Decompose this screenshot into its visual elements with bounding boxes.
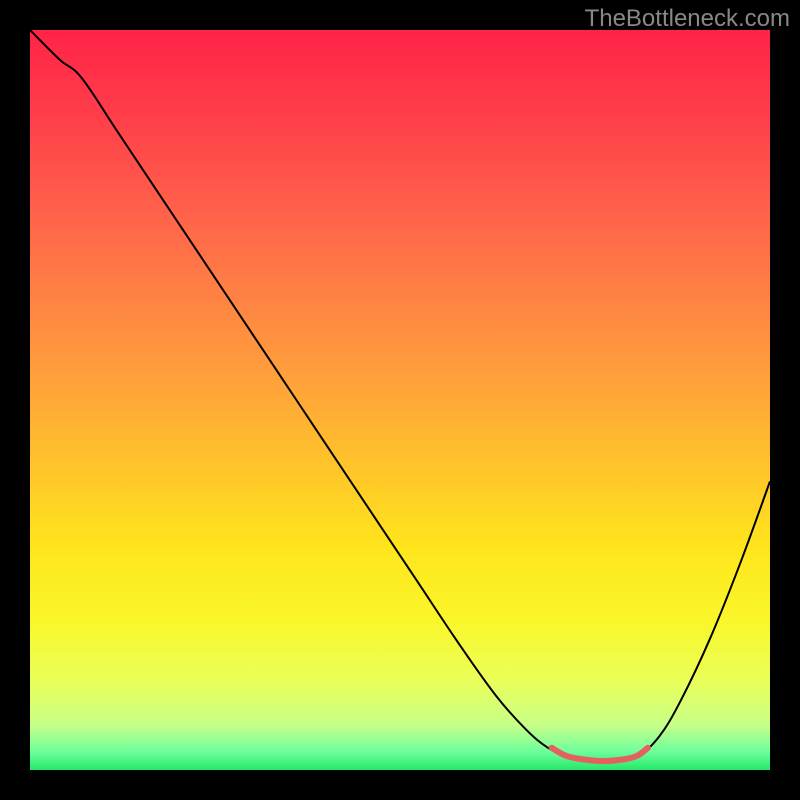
chart-background bbox=[30, 30, 770, 770]
watermark-text: TheBottleneck.com bbox=[585, 5, 790, 33]
chart-canvas bbox=[30, 30, 770, 770]
